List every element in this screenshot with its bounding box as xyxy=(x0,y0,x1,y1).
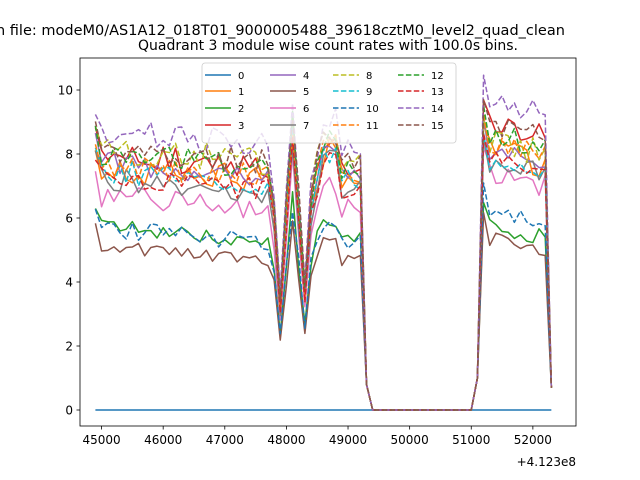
x-tick-label-51000: 51000 xyxy=(452,433,490,447)
legend-label-15: 15 xyxy=(431,121,444,132)
x-tick-label-47000: 47000 xyxy=(206,433,244,447)
legend-label-4: 4 xyxy=(303,71,309,82)
plot-frame xyxy=(79,57,577,427)
x-axis: 45000 46000 47000 48000 49000 50000 51000 52000 xyxy=(82,426,552,447)
x-tick-label-48000: 48000 xyxy=(267,433,305,447)
y-axis: 0 2 4 6 8 10 xyxy=(58,84,80,418)
y-tick-label-6: 6 xyxy=(65,212,73,226)
legend-item-5: 5 xyxy=(270,87,309,98)
legend-item-0: 0 xyxy=(205,71,244,82)
legend-item-3: 3 xyxy=(205,121,244,132)
x-tick-label-46000: 46000 xyxy=(144,433,182,447)
legend-item-1: 1 xyxy=(205,87,244,98)
x-tick-label-49000: 49000 xyxy=(329,433,367,447)
y-tick-label-4: 4 xyxy=(65,276,73,290)
legend-label-6: 6 xyxy=(303,104,309,115)
x-axis-offset-label: +4.123e8 xyxy=(517,455,576,469)
y-tick-label-10: 10 xyxy=(58,84,73,98)
legend-label-3: 3 xyxy=(238,121,244,132)
legend-label-14: 14 xyxy=(431,104,444,115)
legend-item-7: 7 xyxy=(270,121,309,132)
legend-item-10: 10 xyxy=(333,104,379,115)
legend-label-0: 0 xyxy=(238,71,244,82)
legend-label-11: 11 xyxy=(366,121,379,132)
legend-frame xyxy=(201,62,457,144)
x-tick-label-50000: 50000 xyxy=(391,433,429,447)
legend-label-5: 5 xyxy=(303,87,309,98)
figure-suptitle: n file: modeM0/AS1A12_018T01_9000005488_… xyxy=(0,23,565,39)
legend-item-4: 4 xyxy=(270,71,309,82)
x-tick-label-52000: 52000 xyxy=(514,433,552,447)
legend-label-12: 12 xyxy=(431,71,444,82)
legend-label-1: 1 xyxy=(238,87,244,98)
legend-label-13: 13 xyxy=(431,87,444,98)
series-layer xyxy=(94,74,553,411)
legend-item-9: 9 xyxy=(333,87,372,98)
y-tick-label-0: 0 xyxy=(65,404,73,418)
legend-item-2: 2 xyxy=(205,104,244,115)
chart-title: Quadrant 3 module wise count rates with … xyxy=(138,38,518,54)
legend-item-13: 13 xyxy=(398,87,444,98)
legend-item-11: 11 xyxy=(333,121,379,132)
legend-label-7: 7 xyxy=(303,121,309,132)
legend-label-8: 8 xyxy=(366,71,372,82)
legend-item-12: 12 xyxy=(398,71,444,82)
legend-label-9: 9 xyxy=(366,87,372,98)
legend-item-8: 8 xyxy=(333,71,372,82)
x-tick-label-45000: 45000 xyxy=(82,433,120,447)
legend-label-2: 2 xyxy=(238,104,244,115)
legend-item-14: 14 xyxy=(398,104,444,115)
y-tick-label-8: 8 xyxy=(65,148,73,162)
legend-item-6: 6 xyxy=(270,104,309,115)
legend-label-10: 10 xyxy=(366,104,379,115)
y-tick-label-2: 2 xyxy=(65,340,73,354)
legend-item-15: 15 xyxy=(398,121,444,132)
